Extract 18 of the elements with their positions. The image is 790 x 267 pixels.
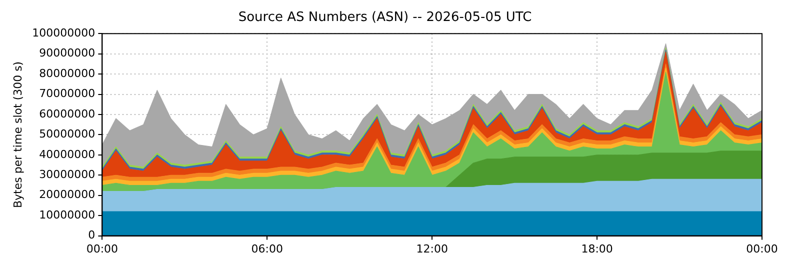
y-axis-title: Bytes per time slot (300 s)	[11, 61, 24, 208]
y-tick-label: 10000000	[39, 208, 96, 222]
y-tick-label: 0	[88, 228, 96, 242]
x-tick-label: 12:00	[416, 242, 448, 256]
y-tick-label: 40000000	[39, 148, 96, 161]
y-tick-label: 50000000	[39, 128, 96, 141]
x-tick-label: 06:00	[251, 242, 283, 256]
y-tick-label: 20000000	[39, 188, 96, 202]
y-tick-label: 100000000	[32, 26, 96, 40]
y-tick-label: 30000000	[39, 168, 96, 181]
y-tick-label: 80000000	[39, 66, 96, 80]
y-tick-label: 70000000	[39, 87, 96, 100]
y-tick-label: 60000000	[39, 107, 96, 120]
x-tick-label: 00:00	[746, 242, 778, 256]
x-tick-label: 00:00	[86, 242, 118, 256]
y-tick-label: 90000000	[39, 46, 96, 60]
x-tick-label: 18:00	[581, 242, 613, 256]
chart-title: Source AS Numbers (ASN) -- 2026-05-05 UTC	[238, 10, 532, 26]
